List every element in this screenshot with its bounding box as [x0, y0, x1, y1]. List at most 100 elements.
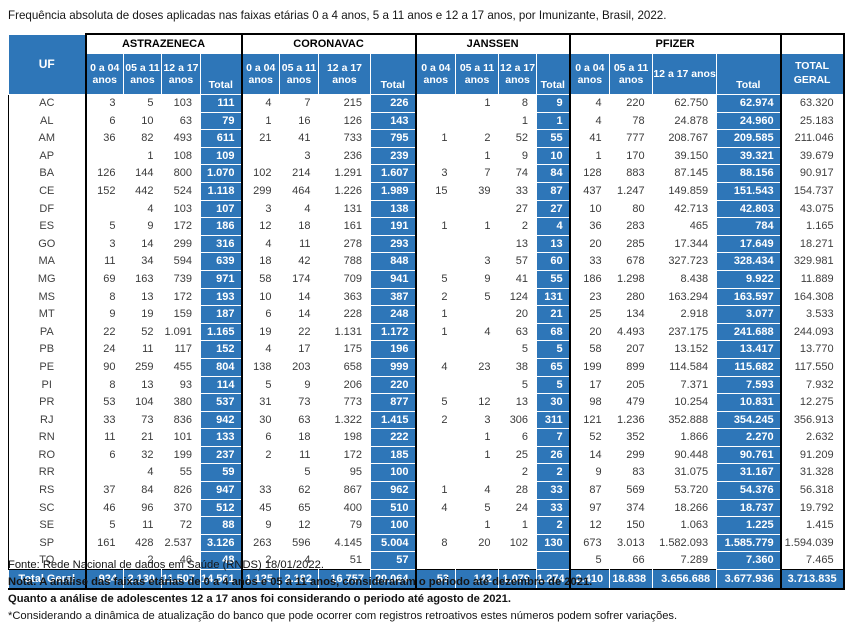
total-cell-pfizer-total: 3.677.936 — [716, 569, 782, 591]
age-header-janssen-total: Total — [536, 53, 571, 95]
cell-PI-coronavac-0a04: 5 — [240, 376, 280, 394]
cell-BA-total-geral: 90.917 — [779, 164, 845, 183]
table-row-PR: PR 53 104 380 537 31 73 773 877 5 12 13 30 98 479 10.25… — [9, 393, 845, 412]
cell-PA-coronavac-total: 1.172 — [369, 322, 417, 342]
cell-AL-coronavac-0a04: 1 — [240, 112, 280, 130]
table-row-SE: SE 5 11 72 88 9 12 79 100 1 1 2 12 150 1.063 1.225 1.415 — [9, 516, 845, 535]
cell-PE-janssen-12a17: 38 — [515, 360, 529, 373]
cell-RS-coronavac-total: 962 — [369, 481, 417, 500]
cell-AM-astrazeneca-05a11: 82 — [141, 132, 154, 145]
cell-AL-janssen-total: 1 — [536, 111, 571, 131]
cell-MA-pfizer-0a04: 33 — [568, 252, 610, 271]
cell-PI-janssen-05a11 — [456, 376, 499, 394]
footer-notes: Fonte: Rede Nacional de dados em Saúde (… — [8, 557, 843, 625]
cell-SC-uf: SC — [39, 501, 55, 514]
cell-DF-astrazeneca-05a11: 4 — [147, 202, 154, 215]
cell-SC-astrazeneca-05a11: 96 — [141, 501, 154, 514]
cell-TO-coronavac-05a11: 4 — [304, 554, 311, 567]
cell-RJ-uf: RJ — [40, 413, 54, 426]
cell-SC-janssen-05a11: 5 — [484, 501, 491, 514]
cell-BA-coronavac-05a11: 214 — [292, 167, 311, 180]
cell-PB-total-geral: 13.770 — [779, 340, 845, 359]
table-row-CE: CE 152 442 524 1.118 299 464 1.226 1.989 15 39 33 87… — [9, 181, 845, 201]
cell-DF-coronavac-12a17: 131 — [343, 202, 362, 215]
cell-PA-total-geral: 244.093 — [779, 323, 845, 341]
cell-PR-astrazeneca-0a04: 53 — [84, 393, 124, 412]
cell-BA-coronavac-total: 1.607 — [369, 164, 417, 183]
cell-MS-coronavac-05a11: 14 — [298, 290, 311, 303]
cell-GO-coronavac-05a11: 11 — [299, 237, 311, 250]
cell-PA-astrazeneca-total: 1.165 — [200, 322, 242, 342]
cell-MT-janssen-total: 21 — [536, 305, 571, 324]
cell-ES-coronavac-12a17: 161 — [343, 220, 362, 233]
cell-MS-total-geral: 164.308 — [779, 288, 845, 306]
cell-DF-uf: DF — [39, 202, 55, 215]
cell-PA-astrazeneca-12a17: 1.091 — [164, 325, 192, 338]
cell-RS-janssen-05a11: 4 — [484, 484, 491, 497]
cell-MS-astrazeneca-12a17: 172 — [173, 290, 192, 303]
cell-DF-coronavac-total: 138 — [369, 199, 417, 219]
cell-SC-pfizer-12a17: 18.266 — [674, 501, 709, 514]
cell-PB-coronavac-12a17: 175 — [343, 343, 362, 356]
cell-GO-uf: GO — [38, 237, 56, 250]
cell-AC-astrazeneca-total: 111 — [200, 94, 242, 113]
cell-MA-coronavac-total: 848 — [369, 252, 417, 271]
cell-DF-coronavac-05a11: 4 — [304, 202, 311, 215]
cell-RO-coronavac-05a11: 11 — [299, 448, 311, 461]
table-row-PB: PB 24 11 117 152 4 17 175 196 5 5 58 207 13.152 13.417… — [9, 340, 845, 359]
group-header-pfizer: PFIZER — [568, 33, 782, 54]
cell-AL-astrazeneca-0a04: 6 — [84, 112, 124, 130]
cell-MA-coronavac-05a11: 42 — [298, 255, 311, 268]
cell-GO-pfizer-05a11: 285 — [626, 237, 645, 250]
cell-SC-total-geral: 19.792 — [779, 499, 845, 517]
source-note: Fonte: Rede Nacional de dados em Saúde (… — [8, 559, 324, 571]
cell-TO-pfizer-05a11: 66 — [632, 554, 645, 567]
cell-MA-pfizer-total: 328.434 — [716, 252, 782, 271]
cell-CE-coronavac-0a04: 299 — [240, 182, 280, 201]
cell-PB-janssen-05a11 — [456, 341, 499, 359]
total-geral-row: Total Geral 924 2.130 11.507 14.561 1.125 2.18… — [8, 569, 845, 591]
cell-RR-janssen-total: 2 — [536, 463, 571, 483]
cell-PB-astrazeneca-05a11: 11 — [142, 343, 154, 356]
cell-BA-coronavac-12a17: 1.291 — [334, 167, 362, 180]
age-header-astrazeneca-12a17: 12 a 17 anos — [161, 53, 201, 95]
cell-MT-astrazeneca-0a04: 9 — [84, 305, 124, 324]
total-cell-pfizer-12a17: 3.656.688 — [652, 569, 718, 591]
cell-SE-total-geral: 1.415 — [779, 516, 845, 535]
cell-BA-uf: BA — [39, 167, 55, 180]
cell-RR-total-geral: 31.328 — [779, 463, 845, 482]
cell-MA-astrazeneca-12a17: 594 — [173, 255, 192, 268]
cell-RO-pfizer-total: 90.761 — [716, 445, 782, 465]
cell-RR-astrazeneca-05a11: 4 — [147, 466, 154, 479]
cell-PR-uf: PR — [39, 396, 55, 409]
cell-TO-janssen-0a04 — [414, 551, 456, 570]
cell-RS-total-geral: 56.318 — [779, 481, 845, 500]
cell-MT-janssen-05a11 — [456, 306, 499, 324]
cell-RN-pfizer-0a04: 52 — [568, 428, 610, 447]
cell-ES-astrazeneca-12a17: 172 — [173, 220, 192, 233]
cell-GO-janssen-0a04 — [414, 235, 456, 253]
cell-AP-astrazeneca-total: 109 — [200, 146, 242, 166]
cell-SE-astrazeneca-05a11: 11 — [142, 519, 154, 532]
cell-DF-pfizer-05a11: 80 — [632, 202, 645, 215]
cell-MG-janssen-0a04: 5 — [414, 270, 456, 289]
cell-MT-astrazeneca-05a11: 19 — [141, 308, 154, 321]
cell-MS-coronavac-12a17: 363 — [343, 290, 362, 303]
table-row-BA: BA 126 144 800 1.070 102 214 1.291 1.607 3 7 74 84 12… — [9, 164, 845, 183]
cell-MG-pfizer-0a04: 186 — [568, 270, 610, 289]
cell-PB-janssen-total: 5 — [536, 340, 571, 359]
cell-RS-janssen-12a17: 28 — [515, 484, 529, 497]
cell-MS-janssen-0a04: 2 — [414, 288, 456, 306]
cell-RS-pfizer-12a17: 53.720 — [674, 484, 709, 497]
cell-MG-astrazeneca-05a11: 163 — [135, 272, 154, 285]
cell-TO-janssen-total — [536, 551, 571, 571]
cell-DF-astrazeneca-0a04 — [84, 200, 124, 218]
cell-AL-astrazeneca-05a11: 10 — [141, 114, 154, 127]
cell-CE-janssen-0a04: 15 — [414, 182, 456, 201]
cell-RJ-astrazeneca-12a17: 836 — [173, 413, 192, 426]
cell-RN-pfizer-05a11: 352 — [626, 431, 645, 444]
cell-GO-total-geral: 18.271 — [779, 235, 845, 253]
cell-SP-pfizer-0a04: 673 — [568, 534, 610, 552]
cell-PE-janssen-05a11: 23 — [478, 360, 491, 373]
